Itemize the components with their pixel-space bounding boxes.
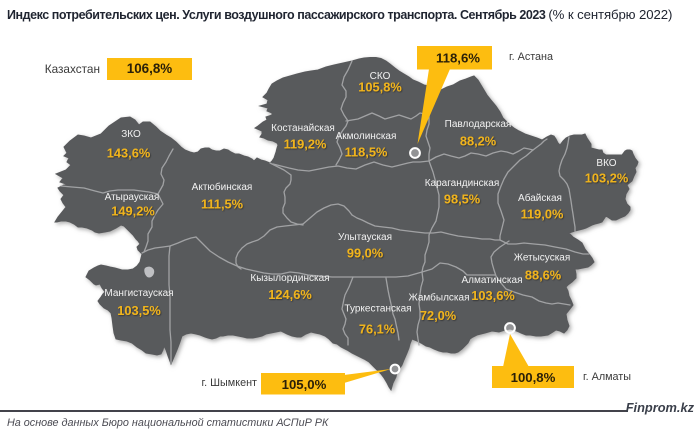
svg-text:103,6%: 103,6%	[471, 288, 515, 303]
svg-text:Кызылординская: Кызылординская	[250, 273, 329, 284]
svg-text:Атырауская: Атырауская	[105, 192, 160, 203]
svg-text:Костанайская: Костанайская	[271, 123, 335, 134]
svg-text:105,0%: 105,0%	[282, 377, 327, 392]
svg-text:Туркестанская: Туркестанская	[344, 304, 411, 315]
svg-text:Актюбинская: Актюбинская	[192, 181, 253, 193]
svg-text:124,6%: 124,6%	[268, 287, 312, 302]
svg-text:105,8%: 105,8%	[358, 80, 402, 95]
svg-text:118,5%: 118,5%	[345, 145, 388, 160]
svg-text:Акмолинская: Акмолинская	[336, 131, 397, 142]
svg-text:118,6%: 118,6%	[436, 50, 480, 65]
svg-text:Алматинская: Алматинская	[462, 275, 523, 286]
svg-text:СКО: СКО	[370, 71, 391, 82]
svg-text:72,0%: 72,0%	[420, 308, 457, 323]
svg-text:88,2%: 88,2%	[460, 134, 497, 149]
svg-text:Жамбылская: Жамбылская	[409, 292, 470, 304]
svg-text:Жетысуская: Жетысуская	[514, 253, 571, 264]
svg-text:ВКО: ВКО	[596, 158, 616, 169]
svg-text:103,5%: 103,5%	[117, 303, 161, 318]
svg-text:Мангистауская: Мангистауская	[104, 288, 173, 299]
svg-text:119,0%: 119,0%	[521, 207, 564, 222]
svg-text:119,2%: 119,2%	[284, 137, 327, 152]
svg-text:111,5%: 111,5%	[201, 197, 244, 212]
svg-text:149,2%: 149,2%	[111, 204, 155, 219]
svg-text:ЗКО: ЗКО	[121, 129, 141, 140]
svg-text:Улытауская: Улытауская	[338, 232, 392, 243]
svg-text:Абайская: Абайская	[518, 192, 562, 204]
svg-text:Карагандинская: Карагандинская	[425, 178, 500, 189]
svg-text:88,6%: 88,6%	[525, 268, 562, 283]
svg-text:143,6%: 143,6%	[107, 146, 151, 161]
svg-text:103,2%: 103,2%	[585, 171, 629, 186]
svg-text:98,5%: 98,5%	[444, 192, 481, 207]
svg-text:99,0%: 99,0%	[347, 246, 384, 261]
svg-text:100,8%: 100,8%	[511, 370, 556, 385]
svg-text:76,1%: 76,1%	[359, 322, 396, 337]
svg-text:Павлодарская: Павлодарская	[445, 119, 512, 130]
